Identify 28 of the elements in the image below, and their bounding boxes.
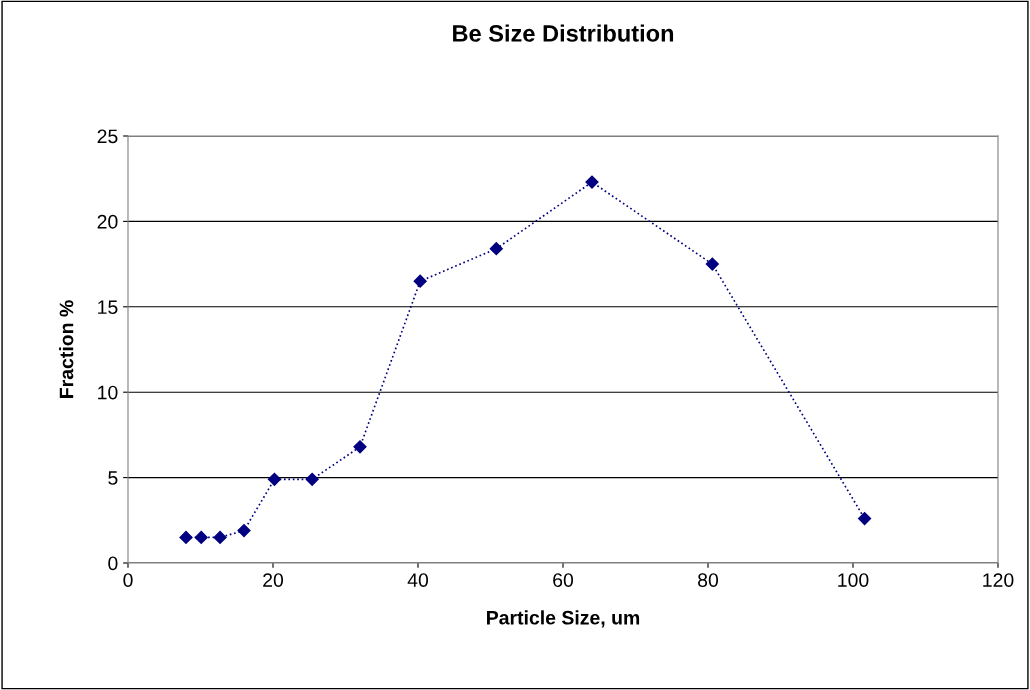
chart-title: Be Size Distribution bbox=[453, 24, 674, 42]
point bbox=[179, 530, 193, 544]
point bbox=[858, 512, 872, 526]
point bbox=[194, 530, 208, 544]
x-axis-title: Particle Size, um bbox=[487, 610, 640, 628]
x-tick-label: 120 bbox=[983, 573, 1014, 587]
point bbox=[267, 472, 282, 486]
y-tick-label: 5 bbox=[108, 471, 118, 485]
x-tick-label: 20 bbox=[263, 573, 284, 587]
x-tick-label: 0 bbox=[123, 573, 133, 587]
y-tick-label: 20 bbox=[97, 214, 118, 229]
point bbox=[353, 440, 367, 454]
x-tick-label: 100 bbox=[838, 573, 869, 587]
point bbox=[585, 175, 599, 189]
y-tick-label: 25 bbox=[97, 129, 118, 144]
point bbox=[305, 472, 319, 486]
point bbox=[413, 274, 427, 288]
point bbox=[237, 523, 251, 538]
point bbox=[705, 257, 719, 271]
y-tick-label: 0 bbox=[108, 556, 118, 571]
y-tick-label: 15 bbox=[98, 300, 118, 315]
point bbox=[213, 530, 227, 544]
x-tick-label: 80 bbox=[698, 573, 719, 587]
x-tick-label: 60 bbox=[553, 573, 574, 587]
y-tick-label: 10 bbox=[98, 385, 118, 400]
y-axis-title: Fraction % bbox=[59, 300, 74, 398]
x-tick-label: 40 bbox=[407, 573, 429, 587]
point bbox=[489, 242, 503, 256]
